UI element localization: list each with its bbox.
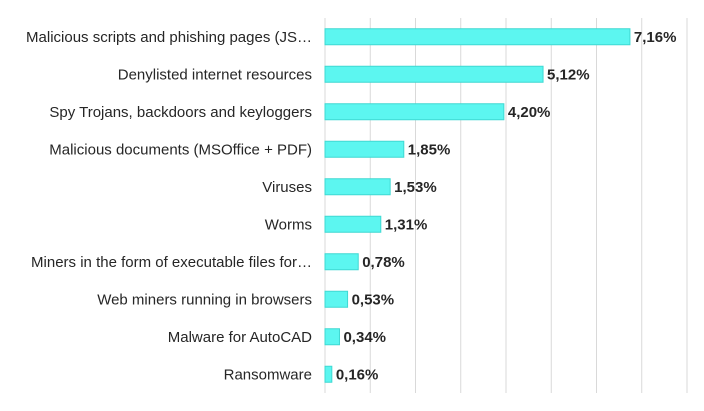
data-label: 1,31%	[385, 216, 428, 233]
category-label: Denylisted internet resources	[118, 66, 312, 83]
bar	[324, 215, 382, 233]
data-label: 7,16%	[634, 29, 677, 46]
bar	[324, 328, 340, 346]
category-label: Malicious scripts and phishing pages (JS…	[26, 29, 312, 46]
data-label: 0,34%	[343, 329, 386, 346]
bar	[324, 365, 333, 383]
category-label: Malicious documents (MSOffice + PDF)	[49, 141, 312, 158]
bar	[324, 290, 349, 308]
category-label: Worms	[265, 216, 312, 233]
data-label: 1,53%	[394, 179, 437, 196]
category-label: Spy Trojans, backdoors and keyloggers	[49, 104, 312, 121]
category-label: Viruses	[262, 179, 312, 196]
bar	[324, 178, 391, 196]
bar	[324, 253, 359, 271]
data-label: 0,78%	[362, 254, 405, 271]
bar	[324, 103, 505, 121]
bar	[324, 140, 405, 158]
bar	[324, 28, 631, 46]
category-label: Web miners running in browsers	[97, 291, 312, 308]
data-label: 0,53%	[352, 291, 395, 308]
labels: Malicious scripts and phishing pages (JS…	[26, 29, 676, 384]
bar	[324, 65, 544, 83]
bars	[324, 28, 631, 383]
data-label: 0,16%	[336, 366, 379, 383]
data-label: 4,20%	[508, 104, 551, 121]
data-label: 1,85%	[408, 141, 451, 158]
category-label: Ransomware	[224, 366, 312, 383]
data-label: 5,12%	[547, 66, 590, 83]
category-label: Miners in the form of executable files f…	[31, 254, 312, 271]
category-label: Malware for AutoCAD	[168, 329, 312, 346]
